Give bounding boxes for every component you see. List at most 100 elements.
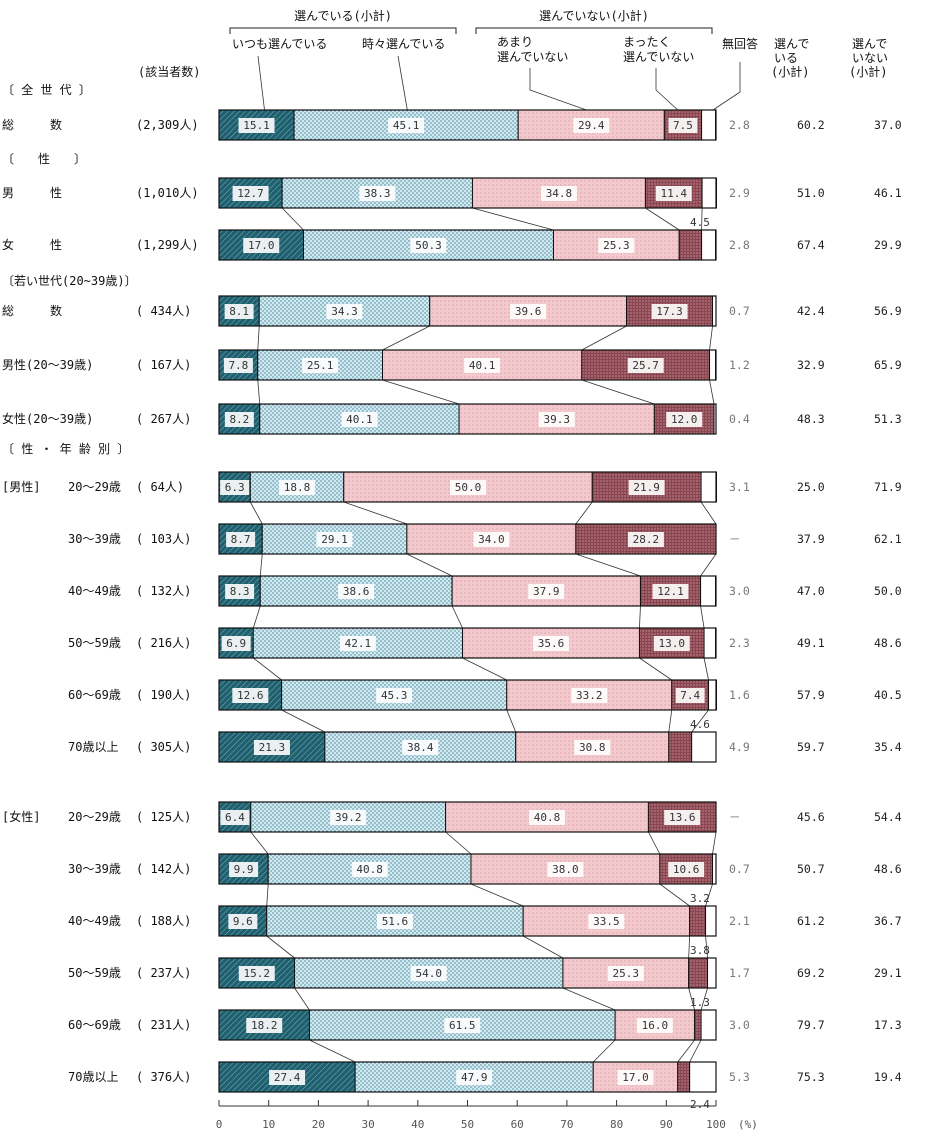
connector-line <box>470 883 524 907</box>
value-label-bg <box>464 358 501 373</box>
value-label: 38.4 <box>407 741 434 754</box>
row-count: ( 103人) <box>136 532 191 546</box>
value-label-outside: 2.4 <box>690 1098 710 1111</box>
selected-subtotal: 67.4 <box>797 238 825 252</box>
not-selected-subtotal: 29.9 <box>874 238 902 252</box>
value-label-bg <box>668 862 705 877</box>
value-label-bg <box>326 304 363 319</box>
value-label-outside: 1.3 <box>690 996 710 1009</box>
connector-line <box>472 207 554 231</box>
connector-line <box>659 883 690 907</box>
x-tick-label: 10 <box>262 1118 275 1131</box>
selected-subtotal: 42.4 <box>797 304 825 318</box>
selected-subtotal: 60.2 <box>797 118 825 132</box>
row-label: 40～49歳 <box>68 584 121 598</box>
value-label-bg <box>316 532 353 547</box>
bar-segment <box>701 229 717 261</box>
connector-line <box>506 709 517 733</box>
bar-frame <box>218 801 717 833</box>
chart-header: 選んでいる(小計) 選んでいない(小計) いつも選んでいる 時々選んでいる あま… <box>138 8 888 115</box>
value-label-bg <box>636 1018 673 1033</box>
value-label: 25.3 <box>613 967 640 980</box>
value-label-bg <box>473 532 510 547</box>
value-label-bg <box>224 304 254 319</box>
value-label-bg <box>228 914 258 929</box>
value-label-bg <box>232 688 269 703</box>
not-selected-subtotal: 40.5 <box>874 688 902 702</box>
section-headers: 〔 全 世 代 〕 〔 性 〕 〔若い世代(20~39歳)〕 〔 性 ・ 年 齢… <box>2 82 137 456</box>
connector-line <box>382 379 460 405</box>
value-label-bg <box>376 688 413 703</box>
value-label-bg <box>238 966 275 981</box>
bar-frame <box>218 109 717 141</box>
connector-line <box>639 657 672 681</box>
leader-noanswer <box>709 62 741 113</box>
row-label: 70歳以上 <box>68 1070 118 1084</box>
bar-segment <box>689 1061 717 1093</box>
value-label-bg <box>574 740 611 755</box>
value-label: 33.5 <box>593 915 620 928</box>
connector-line <box>257 325 260 351</box>
legend-sometimes: 時々選んでいる <box>362 37 445 51</box>
value-label: 8.3 <box>230 585 250 598</box>
value-label: 50.0 <box>455 481 482 494</box>
row-count: ( 132人) <box>136 584 191 598</box>
selected-subtotal: 37.9 <box>797 532 825 546</box>
bar-frame <box>218 679 717 711</box>
bar-segment <box>703 627 717 659</box>
bar-segment <box>707 957 717 989</box>
connector-line <box>677 1039 695 1063</box>
row-count: ( 125人) <box>136 810 191 824</box>
connector-line <box>575 553 641 577</box>
row-count: ( 167人) <box>136 358 191 372</box>
connector-line <box>522 935 564 959</box>
row-label: 男 性 <box>2 186 62 200</box>
selected-subtotal: 32.9 <box>797 358 825 372</box>
row-count: (2,309人) <box>136 118 199 132</box>
value-label: 54.0 <box>415 967 442 980</box>
value-label-bg <box>628 480 665 495</box>
bar-frame <box>218 853 717 885</box>
bar-segment <box>708 679 717 711</box>
value-label-outside: 4.6 <box>690 718 710 731</box>
connector-line <box>700 605 705 629</box>
value-label-bg <box>388 118 425 133</box>
value-label: 17.0 <box>622 1071 649 1084</box>
group-label: [男性] <box>2 480 40 494</box>
value-label-bg <box>652 584 689 599</box>
not-selected-subtotal: 17.3 <box>874 1018 902 1032</box>
bar-frame <box>218 1061 717 1093</box>
row-label: 40～49歳 <box>68 914 121 928</box>
value-label-bg <box>339 636 376 651</box>
row-count: ( 190人) <box>136 688 191 702</box>
connector-line <box>689 1039 702 1063</box>
selected-subtotal: 75.3 <box>797 1070 825 1084</box>
row-label: 30～39歳 <box>68 862 121 876</box>
value-label-bg <box>229 862 259 877</box>
no-answer-value: － <box>729 532 741 546</box>
connector-line <box>249 501 263 525</box>
value-label: 15.1 <box>243 119 270 132</box>
group-label: [女性] <box>2 809 40 824</box>
selected-subtotal: 69.2 <box>797 966 825 980</box>
selected-subtotal: 59.7 <box>797 740 825 754</box>
connector-line <box>445 831 472 855</box>
leader-always <box>257 55 266 115</box>
value-label-bg <box>532 636 569 651</box>
bar-frame <box>218 229 717 261</box>
value-label-bg <box>627 358 664 373</box>
value-label: 21.9 <box>633 481 660 494</box>
connector-line <box>581 379 655 405</box>
value-label: 8.1 <box>229 305 249 318</box>
value-label-bg <box>220 480 250 495</box>
connector-line <box>266 935 295 959</box>
not-selected-subtotal: 54.4 <box>874 810 902 824</box>
no-answer-value: 3.0 <box>729 584 750 598</box>
selected-subtotal: 51.0 <box>797 186 825 200</box>
no-answer-value: 1.6 <box>729 688 750 702</box>
connector-line <box>253 657 282 681</box>
not-selected-subtotal: 48.6 <box>874 636 902 650</box>
value-label: 16.0 <box>642 1019 669 1032</box>
row-count: ( 376人) <box>136 1070 191 1084</box>
not-selected-subtotal: 37.0 <box>874 118 902 132</box>
